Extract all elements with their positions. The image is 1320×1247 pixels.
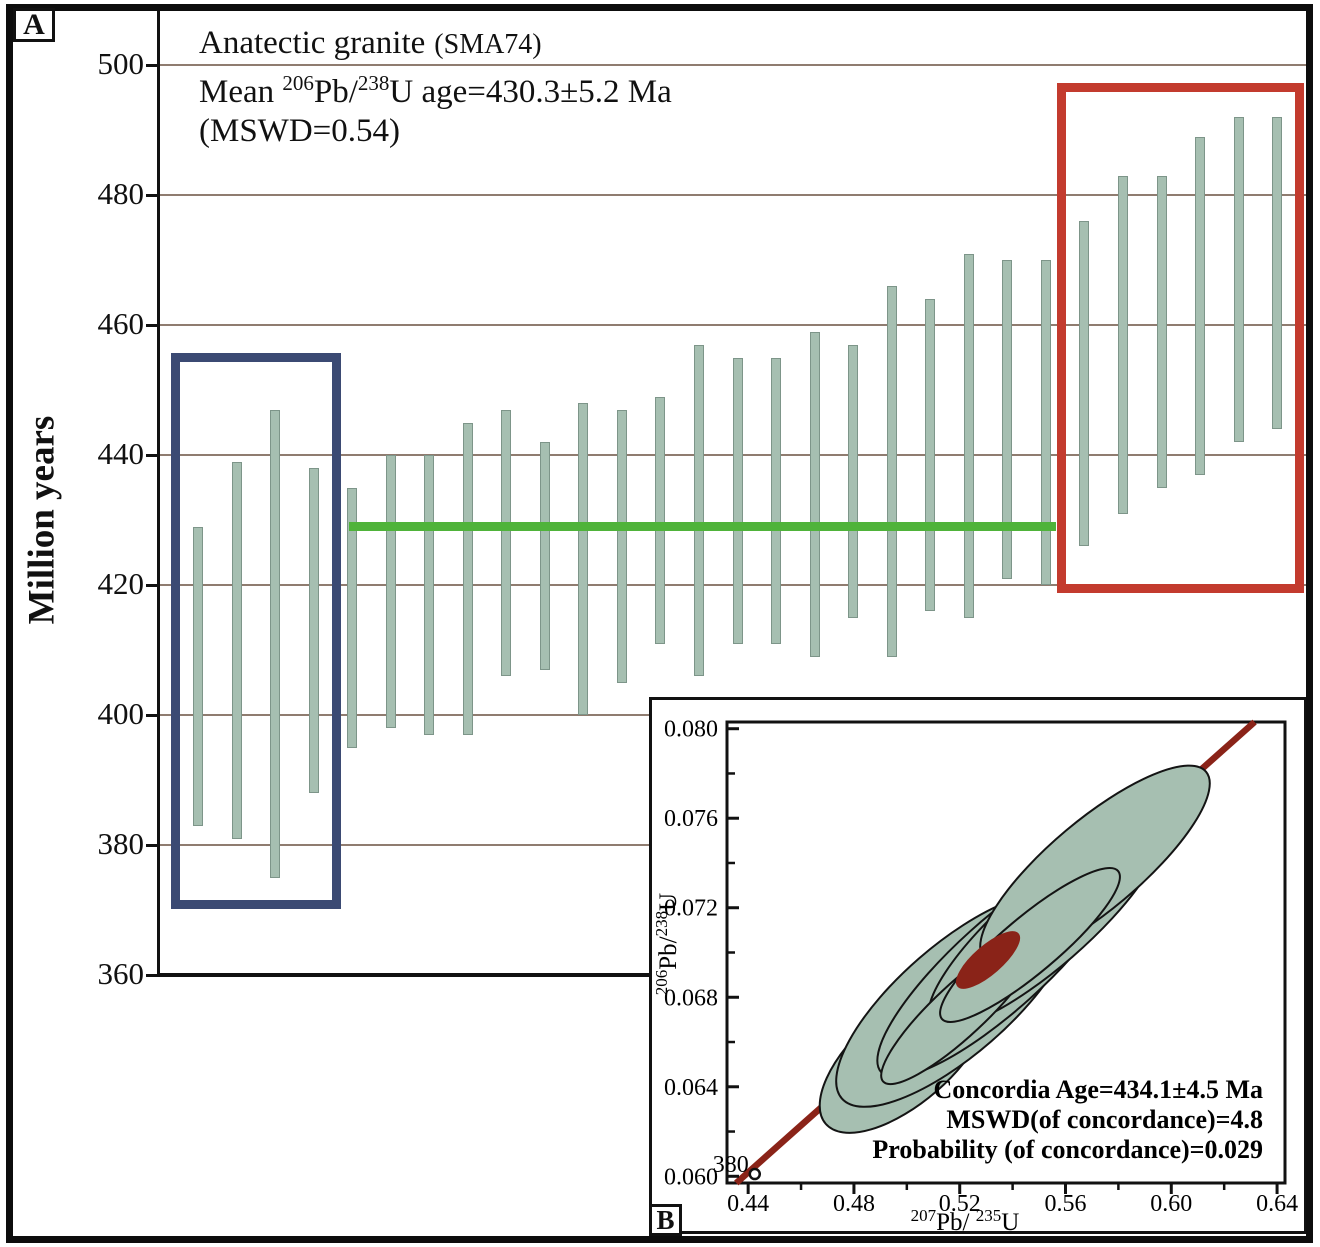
y-tick-360 xyxy=(146,973,158,977)
error-bar xyxy=(462,422,473,735)
x-tick-label: 0.44 xyxy=(727,1191,769,1217)
y-tick-label: 0.080 xyxy=(664,717,718,743)
error-bar xyxy=(616,409,627,683)
panel-a-label: A xyxy=(13,8,55,42)
error-bar xyxy=(809,331,820,657)
error-bar xyxy=(270,409,281,878)
y-tick-label-480: 480 xyxy=(97,176,145,211)
error-bar xyxy=(886,286,897,657)
error-bar xyxy=(424,455,435,735)
title-line-3: (MSWD=0.54) xyxy=(199,113,401,149)
panel-a-title: Anatectic granite (SMA74) Mean 206Pb/238U… xyxy=(199,24,672,151)
error-bar xyxy=(1079,221,1090,546)
y-gridline-500 xyxy=(160,64,1306,66)
y-tick-380 xyxy=(146,843,158,847)
y-tick-460 xyxy=(146,323,158,327)
panel-b-label: B xyxy=(649,1204,682,1236)
analysis-error-ellipse xyxy=(939,867,1121,1023)
weighted-mean-line xyxy=(349,522,1056,531)
y-tick-label-420: 420 xyxy=(97,566,145,601)
error-bar xyxy=(1117,175,1128,514)
y-gridline-460 xyxy=(160,324,1306,326)
y-tick-label-360: 360 xyxy=(97,956,145,991)
error-bar xyxy=(231,461,242,839)
y-tick-480 xyxy=(146,193,158,197)
age-380-marker xyxy=(748,1167,762,1181)
error-bar xyxy=(655,396,666,644)
error-bar xyxy=(1195,136,1206,475)
panel-b-concordia-inset: 0.44 0.48 0.52 0.56 0.60 0.64 0.060 0.064 0.068 0… xyxy=(649,697,1307,1235)
x-tick-label: 0.64 xyxy=(1256,1191,1298,1217)
y-tick-label: 0.060 xyxy=(664,1164,718,1190)
y-tick-400 xyxy=(146,713,158,717)
error-bar xyxy=(308,468,319,793)
error-bar xyxy=(193,526,203,826)
error-bar xyxy=(1272,117,1283,429)
inset-y-axis-title: 206Pb/238U xyxy=(652,893,682,995)
error-bar xyxy=(1233,117,1244,442)
y-tick-label: 0.064 xyxy=(664,1075,718,1101)
error-bar xyxy=(732,357,743,644)
y-tick-label: 0.072 xyxy=(664,896,718,922)
inset-x-axis-title: 207Pb/ 235U xyxy=(911,1206,1020,1235)
title-line-1: Anatectic granite (SMA74) xyxy=(199,25,542,61)
concordia-stats-line: Probability (of concordance)=0.029 xyxy=(872,1135,1263,1164)
error-bar xyxy=(1002,260,1013,579)
excluded-old-analyses-box xyxy=(1057,82,1305,594)
panel-a-y-axis-title: Million years xyxy=(21,415,63,625)
y-tick-440 xyxy=(146,453,158,457)
concordia-stats-line: MSWD(of concordance)=4.8 xyxy=(946,1105,1263,1134)
error-bar xyxy=(694,344,705,676)
error-bar xyxy=(578,403,589,715)
y-axis-line xyxy=(157,11,160,977)
error-bar xyxy=(347,487,358,748)
error-bar xyxy=(925,299,936,611)
error-bar xyxy=(1156,175,1167,488)
y-gridline-480 xyxy=(160,194,1306,196)
error-bar xyxy=(963,253,974,618)
y-tick-label: 0.076 xyxy=(664,806,718,832)
concordia-age-ellipse xyxy=(955,931,1021,989)
y-tick-label-440: 440 xyxy=(97,436,145,471)
excluded-young-analyses-box xyxy=(171,352,341,909)
age-380-label: 380 xyxy=(713,1152,749,1178)
x-tick-label: 0.60 xyxy=(1150,1191,1192,1217)
y-tick-420 xyxy=(146,583,158,587)
y-tick-label-460: 460 xyxy=(97,306,145,341)
error-bar xyxy=(539,442,550,670)
error-bar xyxy=(385,455,396,728)
y-tick-label: 0.068 xyxy=(664,985,718,1011)
error-bar xyxy=(771,357,782,644)
x-tick-label: 0.52 xyxy=(939,1191,981,1217)
concordia-stats-line: Concordia Age=434.1±4.5 Ma xyxy=(933,1075,1263,1104)
y-tick-label-500: 500 xyxy=(97,46,145,81)
error-bar xyxy=(848,344,859,618)
error-bar xyxy=(1040,260,1051,585)
y-tick-label-400: 400 xyxy=(97,696,145,731)
x-tick-label: 0.56 xyxy=(1045,1191,1087,1217)
y-tick-label-380: 380 xyxy=(97,826,145,861)
title-line-2: Mean 206Pb/238U age=430.3±5.2 Ma xyxy=(199,71,672,110)
error-bar xyxy=(501,409,512,676)
x-tick-label: 0.48 xyxy=(833,1191,875,1217)
y-tick-500 xyxy=(146,63,158,67)
